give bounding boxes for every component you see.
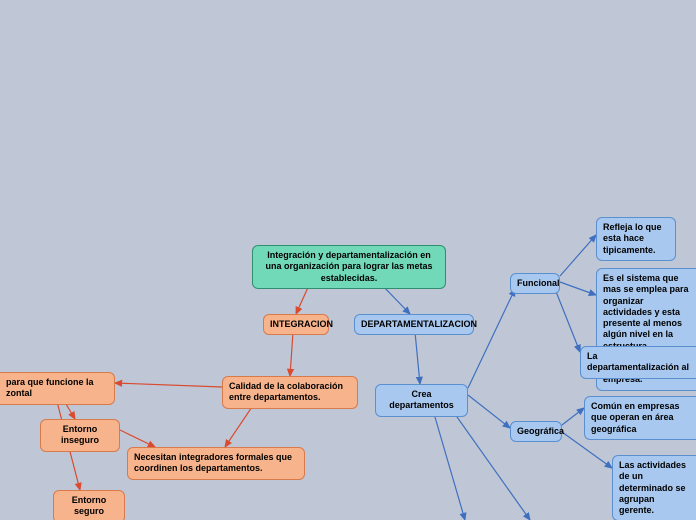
node-horizontal: para que funcione la zontal <box>0 372 115 405</box>
node-geografica: Geográfica <box>510 421 562 442</box>
node-integracion: INTEGRACION <box>263 314 329 335</box>
node-root: Integración y departamentalización en un… <box>252 245 446 289</box>
edge-inseguro-integradores <box>120 430 155 447</box>
edge-funcional-refleja <box>560 235 596 276</box>
node-seguro: Entorno seguro <box>53 490 125 520</box>
node-calidad: Calidad de la colaboración entre departa… <box>222 376 358 409</box>
node-refleja: Refleja lo que esta hace tipicamente. <box>596 217 676 261</box>
edge-integracion-calidad <box>290 332 293 376</box>
edge-crea-down1 <box>430 400 465 520</box>
edge-calidad-horizontal <box>115 383 222 387</box>
node-crea: Crea departamentos <box>375 384 468 417</box>
node-actividades: Las actividades de un determinado se agr… <box>612 455 696 520</box>
node-inseguro: Entorno inseguro <box>40 419 120 452</box>
edge-funcional-al <box>555 289 580 352</box>
edge-departamentalizacion-crea <box>415 332 420 384</box>
edge-funcional-sistema <box>560 282 596 295</box>
node-al: La departamentalización al <box>580 346 696 379</box>
node-integradores: Necesitan integradores formales que coor… <box>127 447 305 480</box>
edge-crea-funcional <box>468 289 515 388</box>
node-departamentalizacion: DEPARTAMENTALIZACION <box>354 314 474 335</box>
edge-crea-geografica <box>468 395 510 428</box>
edge-geografica-comun <box>562 408 584 425</box>
node-comun: Común en empresas que operan en área geo… <box>584 396 696 440</box>
edge-crea-down2 <box>445 400 530 520</box>
node-funcional: Funcional <box>510 273 560 294</box>
